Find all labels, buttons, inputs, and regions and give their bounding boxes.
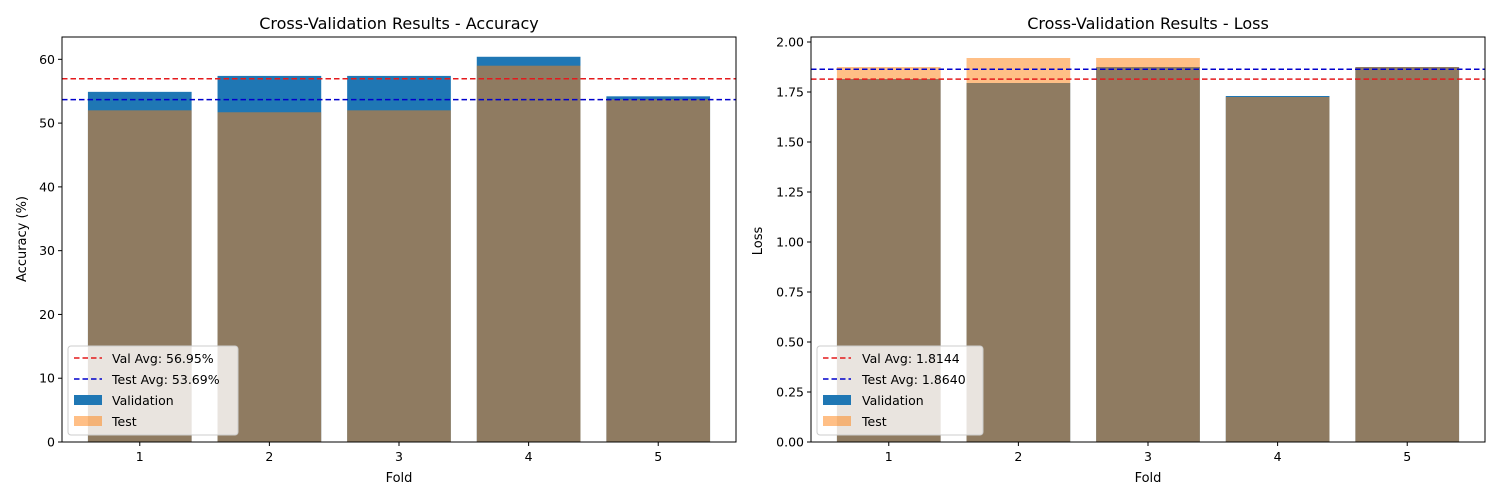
accuracy-chart-title: Cross-Validation Results - Accuracy xyxy=(259,14,539,33)
accuracy-y-tick-label: 50 xyxy=(39,116,55,131)
loss-legend-val-avg-label: Val Avg: 1.8144 xyxy=(862,351,960,366)
accuracy-y-ticks: 0 10 20 30 40 50 60 xyxy=(39,52,62,450)
loss-legend-test-label: Test xyxy=(861,414,887,429)
accuracy-x-tick-label: 5 xyxy=(654,449,662,464)
accuracy-x-axis-label: Fold xyxy=(386,471,413,486)
accuracy-legend-validation-swatch xyxy=(74,395,102,405)
accuracy-legend-test-avg-label: Test Avg: 53.69% xyxy=(111,372,220,387)
loss-x-axis-label: Fold xyxy=(1135,471,1162,486)
loss-y-axis-label: Loss xyxy=(751,227,766,256)
loss-y-tick-label: 0.50 xyxy=(776,335,804,350)
loss-y-tick-label: 1.25 xyxy=(776,185,804,200)
loss-chart-title: Cross-Validation Results - Loss xyxy=(1027,14,1269,33)
loss-y-ticks: 0.00 0.25 0.50 0.75 1.00 1.25 1.50 1.75 2.00 xyxy=(776,35,811,450)
accuracy-average-lines xyxy=(62,78,736,101)
accuracy-legend-box xyxy=(67,345,239,436)
loss-chart: Cross-Validation Results - Loss Fold Los… xyxy=(751,14,1486,486)
accuracy-bars xyxy=(87,56,711,443)
loss-bar-test-fold-2 xyxy=(966,58,1071,442)
loss-average-lines xyxy=(811,68,1485,80)
loss-x-ticks: 1 2 3 4 5 xyxy=(885,442,1411,464)
accuracy-y-tick-label: 30 xyxy=(39,243,55,258)
loss-legend-test-swatch xyxy=(823,416,851,426)
accuracy-y-tick-label: 20 xyxy=(39,307,55,322)
accuracy-legend-test-swatch xyxy=(74,416,102,426)
loss-y-tick-label: 1.75 xyxy=(776,85,804,100)
accuracy-x-tick-label: 1 xyxy=(136,449,144,464)
loss-x-tick-label: 3 xyxy=(1144,449,1152,464)
loss-y-tick-label: 0.00 xyxy=(776,435,804,450)
loss-x-tick-label: 1 xyxy=(885,449,893,464)
loss-y-tick-label: 0.75 xyxy=(776,285,804,300)
loss-y-tick-label: 2.00 xyxy=(776,35,804,50)
loss-legend-validation-swatch xyxy=(823,395,851,405)
accuracy-x-tick-label: 2 xyxy=(265,449,273,464)
accuracy-y-tick-label: 0 xyxy=(47,435,55,450)
loss-legend-validation-label: Validation xyxy=(862,393,924,408)
accuracy-x-tick-label: 4 xyxy=(525,449,533,464)
loss-y-tick-label: 1.50 xyxy=(776,135,804,150)
loss-legend-box xyxy=(816,345,984,436)
accuracy-x-tick-label: 3 xyxy=(395,449,403,464)
accuracy-x-ticks: 1 2 3 4 5 xyxy=(136,442,662,464)
accuracy-legend: Val Avg: 56.95% Test Avg: 53.69% Validat… xyxy=(67,345,239,436)
accuracy-y-axis-label: Accuracy (%) xyxy=(15,196,30,282)
accuracy-legend-val-avg-label: Val Avg: 56.95% xyxy=(112,351,214,366)
loss-x-tick-label: 5 xyxy=(1403,449,1411,464)
accuracy-bar-test-fold-5 xyxy=(606,99,711,442)
accuracy-y-tick-label: 40 xyxy=(39,179,55,194)
loss-y-tick-label: 1.00 xyxy=(776,235,804,250)
loss-bar-test-fold-5 xyxy=(1355,67,1460,442)
accuracy-y-tick-label: 10 xyxy=(39,371,55,386)
accuracy-bar-test-fold-4 xyxy=(476,65,581,442)
accuracy-y-tick-label: 60 xyxy=(39,52,55,67)
accuracy-legend-test-label: Test xyxy=(111,414,137,429)
loss-x-tick-label: 2 xyxy=(1014,449,1022,464)
loss-legend: Val Avg: 1.8144 Test Avg: 1.8640 Validat… xyxy=(816,345,984,436)
accuracy-bar-test-fold-3 xyxy=(347,110,451,442)
loss-x-tick-label: 4 xyxy=(1274,449,1282,464)
accuracy-chart: Cross-Validation Results - Accuracy Fold… xyxy=(15,14,737,486)
loss-bar-test-fold-3 xyxy=(1096,58,1200,442)
loss-y-tick-label: 0.25 xyxy=(776,385,804,400)
accuracy-legend-validation-label: Validation xyxy=(112,393,174,408)
loss-bar-test-fold-4 xyxy=(1225,97,1330,442)
loss-legend-test-avg-label: Test Avg: 1.8640 xyxy=(861,372,966,387)
